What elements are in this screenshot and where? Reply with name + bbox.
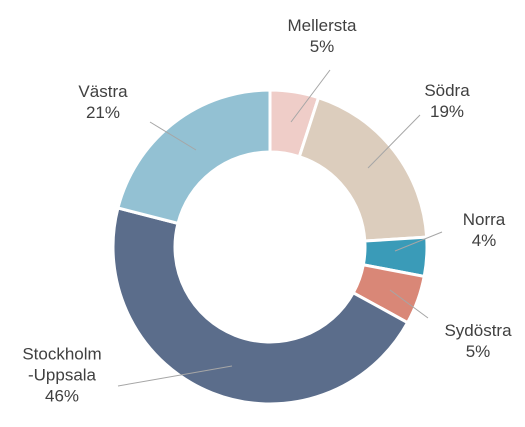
value-label: 19% xyxy=(429,102,465,121)
category-label: Norra xyxy=(462,210,506,229)
data-label: Västra 21% xyxy=(78,81,127,123)
slice xyxy=(111,206,410,406)
data-label: Stockholm -Uppsala 46% xyxy=(22,344,101,407)
leader-line xyxy=(117,365,233,387)
slice xyxy=(297,95,429,243)
value-label: 21% xyxy=(85,103,121,122)
value-label: 46% xyxy=(44,386,80,406)
leader-line xyxy=(367,114,421,169)
category-label: Västra xyxy=(78,82,128,101)
value-label: 5% xyxy=(309,37,335,56)
category-label: Mellersta xyxy=(287,16,357,35)
category-label: Sydöstra xyxy=(444,321,512,340)
value-label: 5% xyxy=(465,342,491,361)
leader-line xyxy=(394,231,443,252)
category-label: Stockholm -Uppsala xyxy=(22,344,102,385)
data-label: Sydöstra 5% xyxy=(444,320,511,362)
leader-line xyxy=(389,289,429,319)
leader-line xyxy=(290,69,331,123)
data-label: Mellersta 5% xyxy=(288,15,357,57)
leader-line xyxy=(149,121,197,151)
data-label: Södra 19% xyxy=(424,80,469,122)
data-label: Norra 4% xyxy=(463,209,506,251)
category-label: Södra xyxy=(424,81,470,100)
value-label: 4% xyxy=(471,231,497,250)
slice xyxy=(116,88,272,226)
